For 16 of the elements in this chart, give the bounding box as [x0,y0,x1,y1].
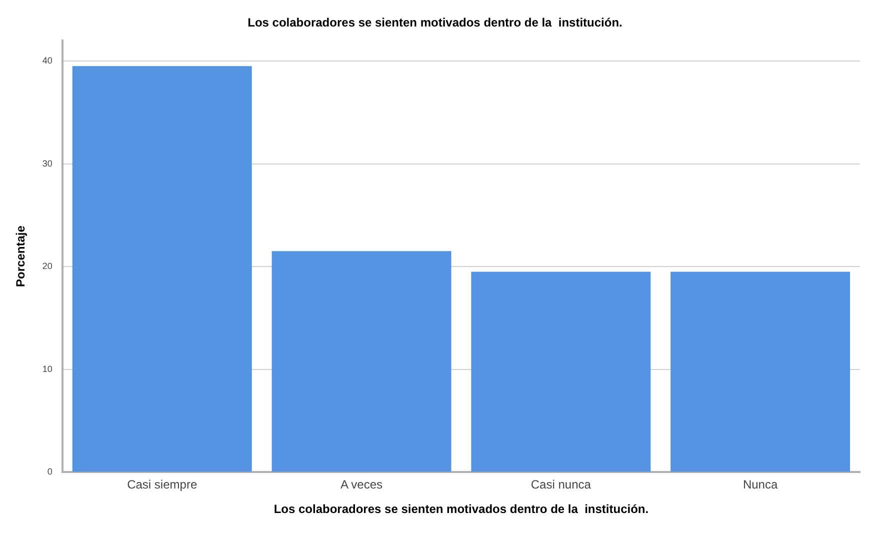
x-tick-label: A veces [340,478,383,492]
y-tick-label: 0 [47,466,52,477]
x-tick-label: Casi nunca [530,478,592,492]
bar [670,272,850,472]
y-axis-title: Porcentaje [14,225,28,287]
x-axis-title: Los colaboradores se sienten motivados dentro de la institución. [274,502,649,516]
y-tick-label: 20 [42,261,52,272]
x-tick-label: Nunca [742,478,778,492]
y-tick-label: 10 [42,364,52,374]
bar [72,66,252,472]
bar [272,251,452,472]
y-tick-label: 30 [42,158,52,168]
chart-title: Los colaboradores se sienten motivados dentro de la institución. [248,16,622,30]
x-tick-label: Casi siempre [127,478,198,492]
y-tick-label: 40 [42,55,52,66]
bar [471,272,651,472]
